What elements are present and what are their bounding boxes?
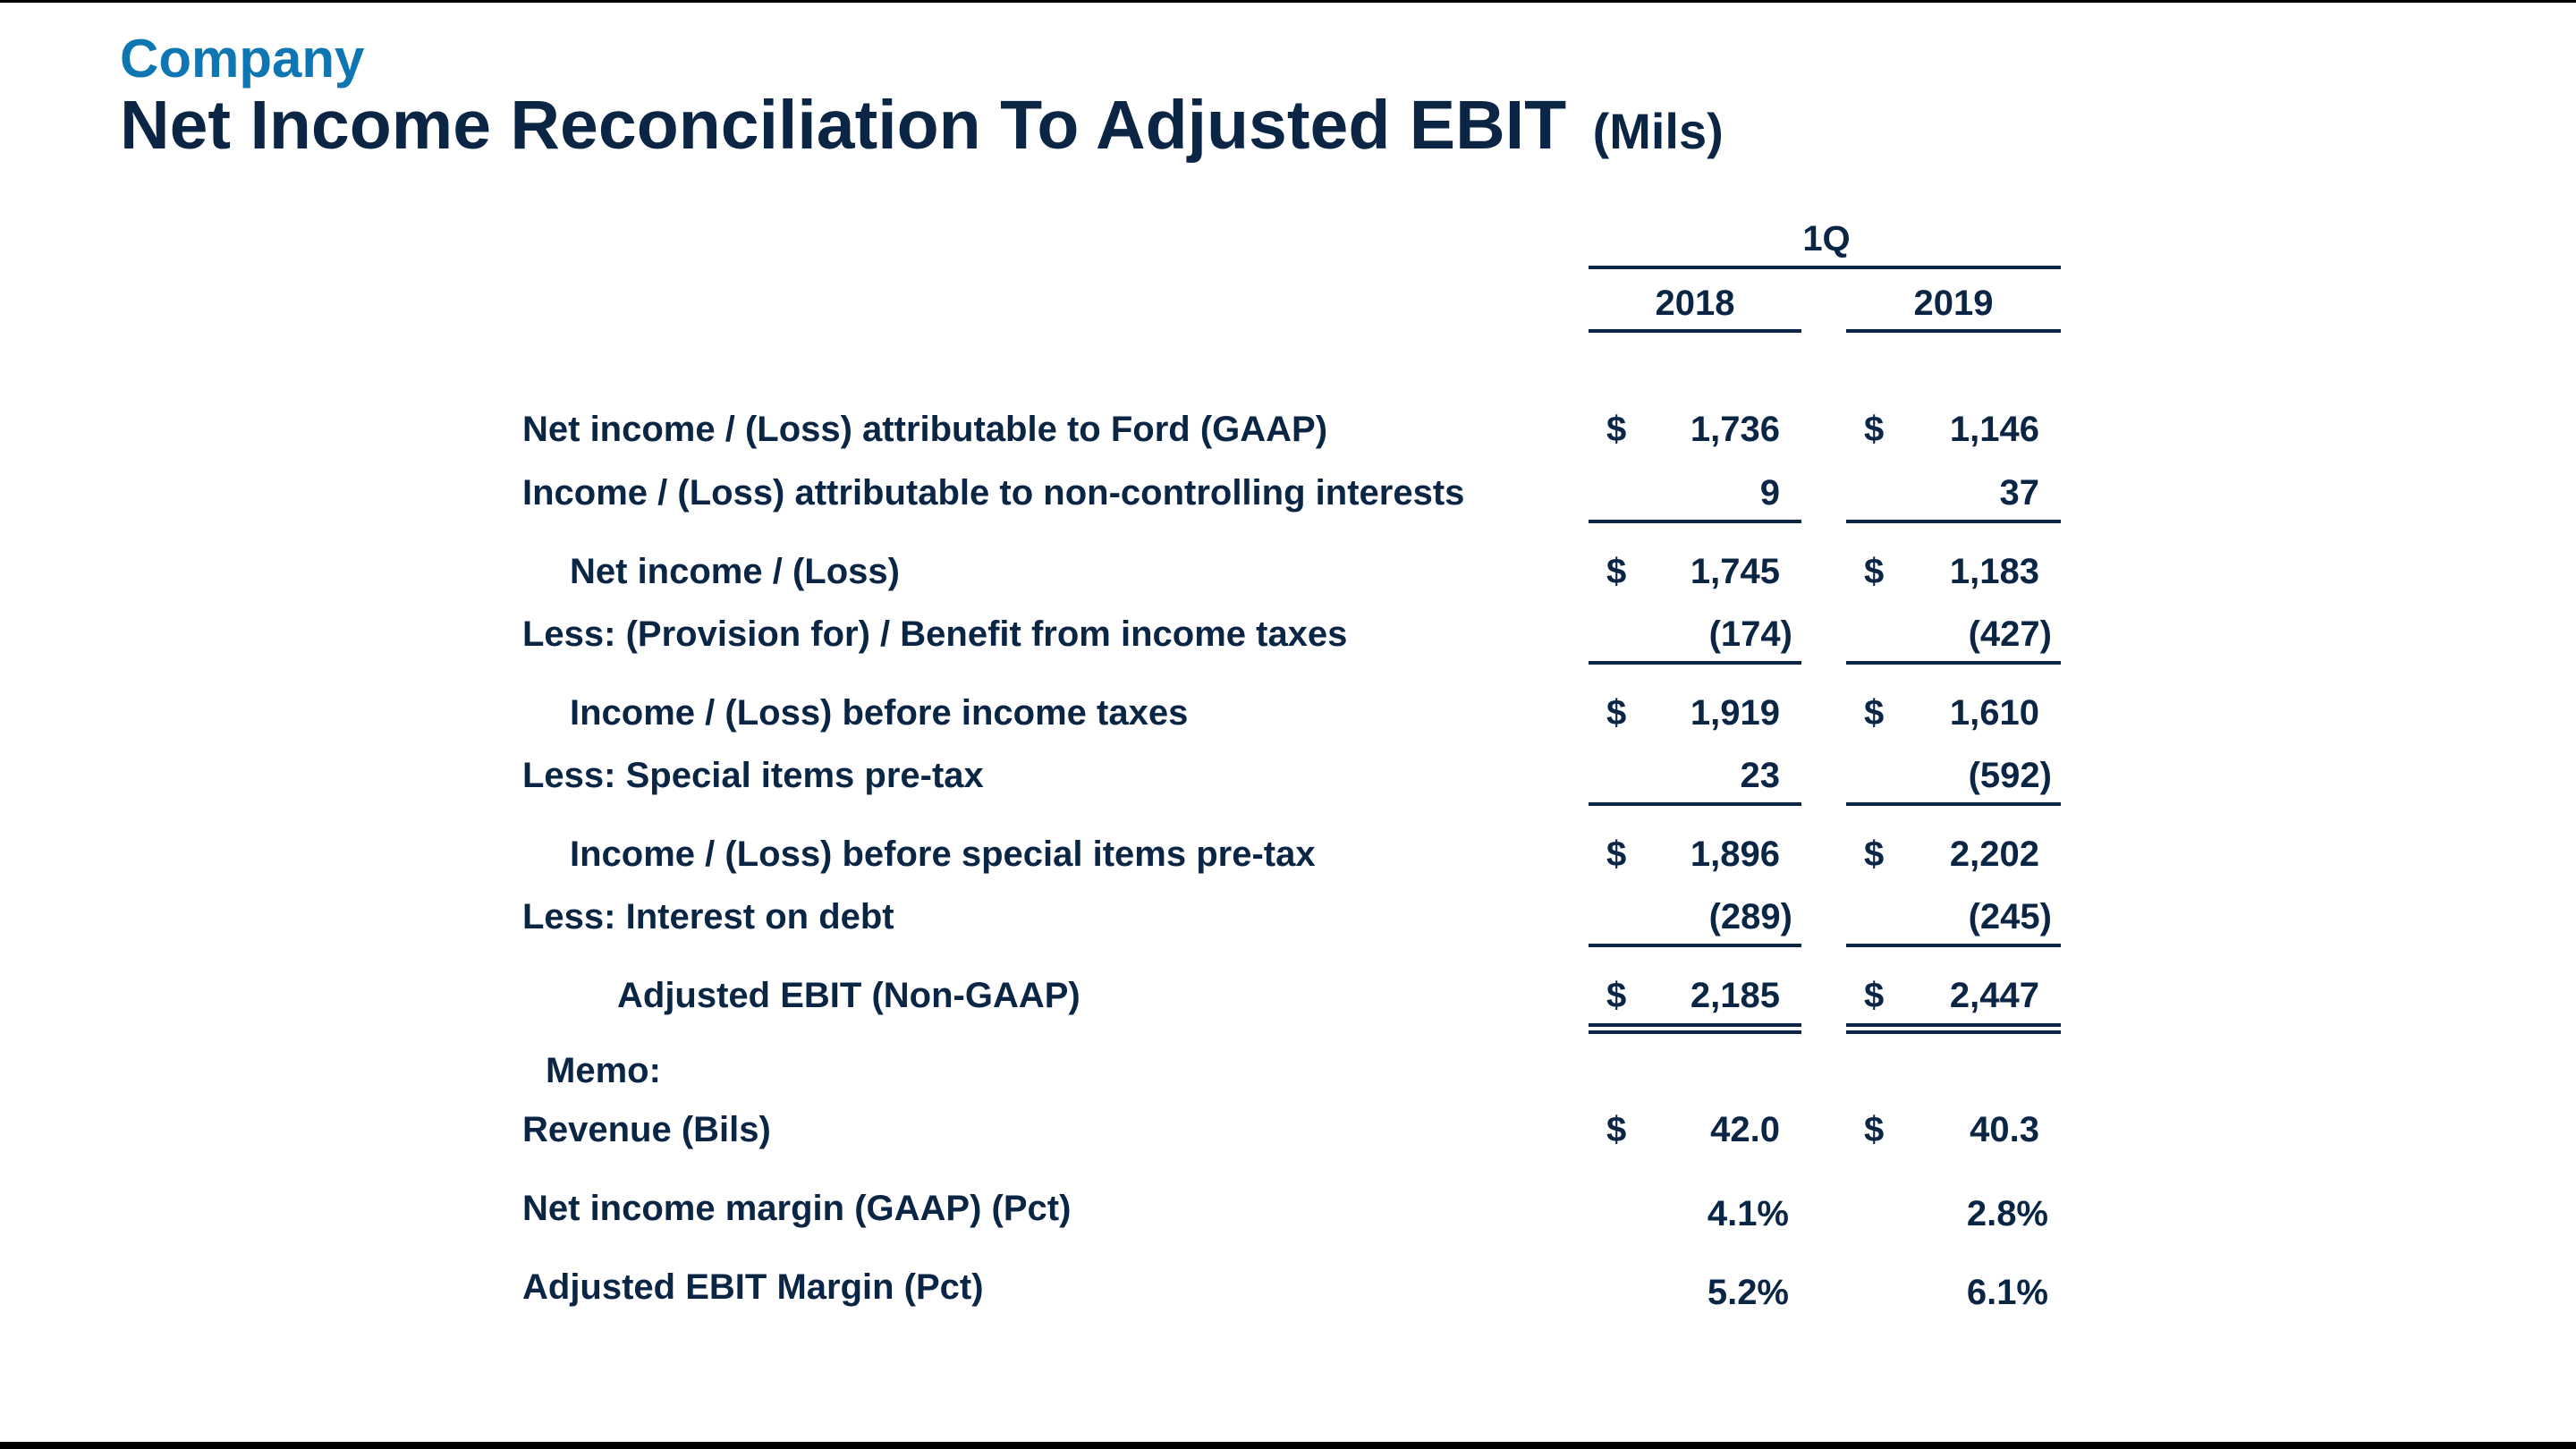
memo-cell-2019: 6.1% bbox=[1966, 1273, 2048, 1312]
row-label: Less: Interest on debt bbox=[522, 897, 894, 936]
company-label: Company bbox=[120, 29, 365, 89]
memo-cell-2019: 2.8% bbox=[1966, 1194, 2048, 1233]
total-double-rule-2019 bbox=[1846, 1023, 2061, 1034]
cell-2019: 37 bbox=[1999, 473, 2040, 513]
memo-row-label: Adjusted EBIT Margin (Pct) bbox=[522, 1267, 984, 1307]
row-label: Less: Special items pre-tax bbox=[522, 756, 984, 795]
year-header-2018: 2018 bbox=[1655, 284, 1735, 323]
currency-symbol: $ bbox=[1606, 552, 1627, 591]
memo-row-label: Net income margin (GAAP) (Pct) bbox=[522, 1189, 1072, 1228]
cell-2018: (174) bbox=[1708, 614, 1792, 654]
cell-2018: 1,896 bbox=[1690, 835, 1780, 874]
currency-symbol: $ bbox=[1864, 693, 1885, 733]
cell-2019: 1,183 bbox=[1949, 552, 2039, 591]
memo-row-label: Revenue (Bils) bbox=[522, 1110, 771, 1149]
memo-cell-2018: 42.0 bbox=[1710, 1110, 1780, 1149]
currency-symbol: $ bbox=[1606, 693, 1627, 733]
row-label: Income / (Loss) before special items pre… bbox=[570, 835, 1316, 874]
currency-symbol: $ bbox=[1606, 976, 1627, 1015]
memo-cell-2018: 5.2% bbox=[1707, 1273, 1789, 1312]
cell-2019: (427) bbox=[1968, 614, 2052, 654]
subtotal-rule-2019 bbox=[1846, 661, 2061, 665]
cell-2018: 1,736 bbox=[1690, 410, 1780, 449]
cell-2019: 1,610 bbox=[1949, 693, 2039, 733]
title-units: (Mils) bbox=[1592, 103, 1724, 159]
currency-symbol: $ bbox=[1864, 976, 1885, 1015]
currency-symbol: $ bbox=[1864, 410, 1885, 449]
cell-2018: 1,745 bbox=[1690, 552, 1780, 591]
currency-symbol: $ bbox=[1864, 835, 1885, 874]
subtotal-rule-2018 bbox=[1589, 661, 1801, 665]
cell-2019: 2,202 bbox=[1949, 835, 2039, 874]
bottom-border bbox=[0, 1442, 2576, 1449]
page-title: Net Income Reconciliation To Adjusted EB… bbox=[120, 82, 1724, 174]
year-header-2019: 2019 bbox=[1913, 284, 1994, 323]
period-header: 1Q bbox=[1802, 219, 1851, 258]
cell-2019: (245) bbox=[1968, 897, 2052, 936]
row-label: Income / (Loss) attributable to non-cont… bbox=[522, 473, 1465, 513]
year-2019-rule bbox=[1846, 329, 2061, 333]
currency-symbol: $ bbox=[1606, 1110, 1627, 1149]
currency-symbol: $ bbox=[1606, 410, 1627, 449]
cell-2018: (289) bbox=[1708, 897, 1792, 936]
row-label: Less: (Provision for) / Benefit from inc… bbox=[522, 614, 1348, 654]
row-label: Adjusted EBIT (Non-GAAP) bbox=[617, 976, 1080, 1015]
top-border bbox=[0, 0, 2576, 3]
row-label: Net income / (Loss) attributable to Ford… bbox=[522, 410, 1328, 449]
title-text: Net Income Reconciliation To Adjusted EB… bbox=[120, 87, 1567, 164]
cell-2019: 2,447 bbox=[1949, 976, 2039, 1015]
currency-symbol: $ bbox=[1864, 1110, 1885, 1149]
cell-2018: 9 bbox=[1759, 473, 1780, 513]
subtotal-rule-2019 bbox=[1846, 520, 2061, 523]
row-label: Income / (Loss) before income taxes bbox=[570, 693, 1189, 733]
memo-cell-2019: 40.3 bbox=[1970, 1110, 2039, 1149]
cell-2018: 23 bbox=[1740, 756, 1781, 795]
currency-symbol: $ bbox=[1606, 835, 1627, 874]
year-2018-rule bbox=[1589, 329, 1801, 333]
subtotal-rule-2019 bbox=[1846, 802, 2061, 806]
memo-label: Memo: bbox=[546, 1051, 661, 1090]
subtotal-rule-2018 bbox=[1589, 802, 1801, 806]
cell-2018: 2,185 bbox=[1690, 976, 1780, 1015]
cell-2019: (592) bbox=[1968, 756, 2052, 795]
total-double-rule-2018 bbox=[1589, 1023, 1801, 1034]
currency-symbol: $ bbox=[1864, 552, 1885, 591]
memo-cell-2018: 4.1% bbox=[1707, 1194, 1789, 1233]
row-label: Net income / (Loss) bbox=[570, 552, 900, 591]
period-header-rule bbox=[1589, 266, 2061, 269]
subtotal-rule-2019 bbox=[1846, 944, 2061, 947]
cell-2019: 1,146 bbox=[1949, 410, 2039, 449]
cell-2018: 1,919 bbox=[1690, 693, 1780, 733]
subtotal-rule-2018 bbox=[1589, 520, 1801, 523]
subtotal-rule-2018 bbox=[1589, 944, 1801, 947]
